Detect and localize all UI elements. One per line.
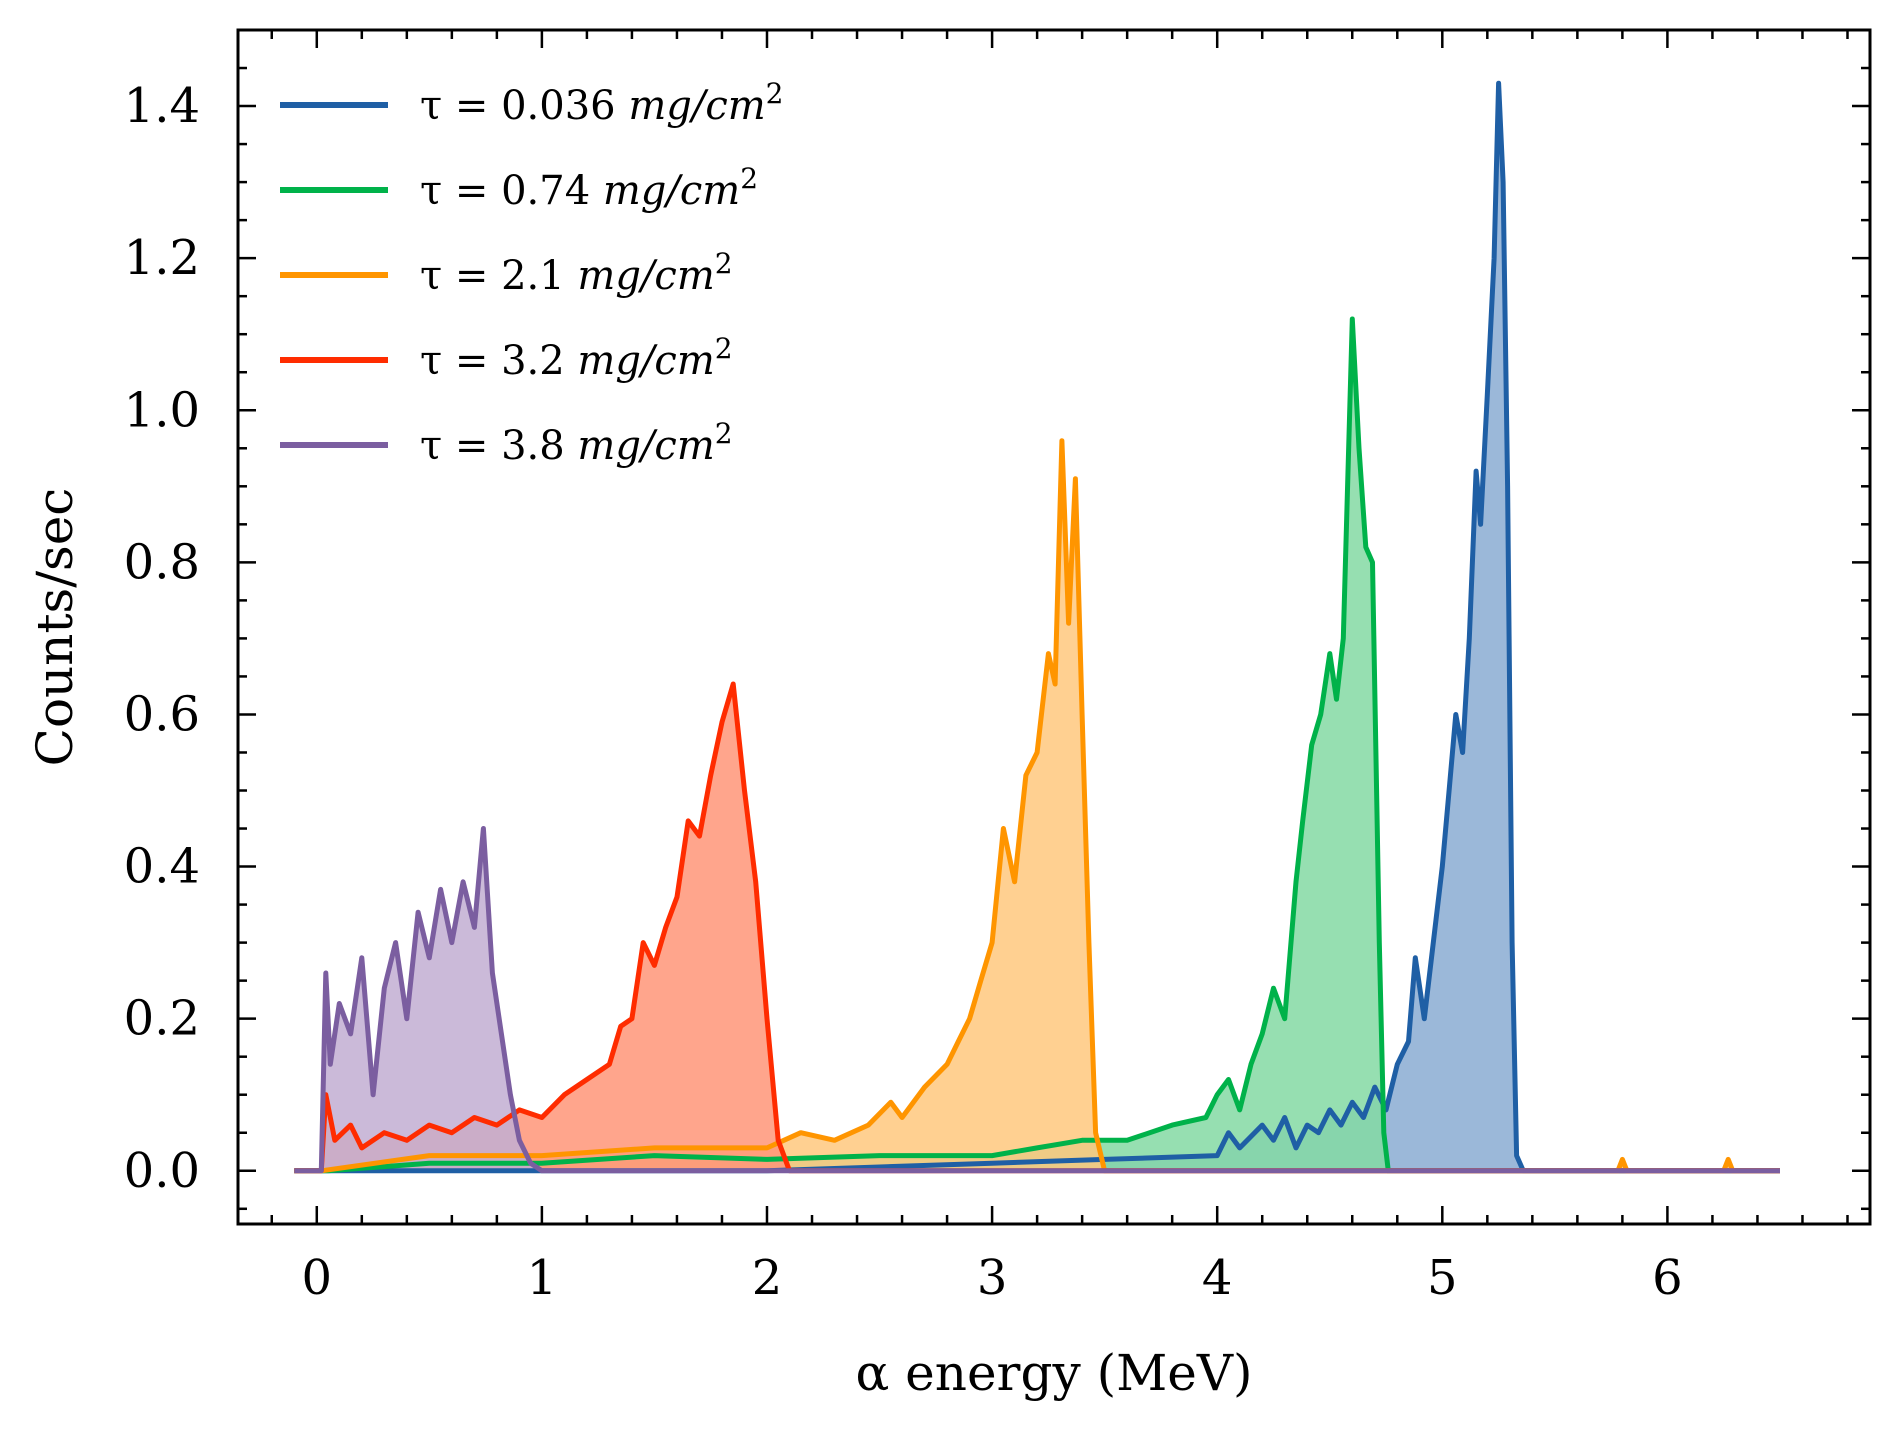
x-tick-label: 3: [977, 1250, 1008, 1306]
y-tick-label: 1.0: [124, 382, 200, 438]
series-areas: [294, 83, 1780, 1171]
series-area-4: [294, 684, 1780, 1171]
series-line-1: [294, 80, 1780, 1174]
legend-label-4: τ = 3.2 mg/cm2: [420, 332, 733, 384]
x-tick-label: 6: [1652, 1250, 1683, 1306]
series-line-5: [294, 826, 1780, 1174]
series-area-5: [294, 828, 1780, 1171]
x-tick-labels: 0 1 2 3 4 5 6: [302, 1250, 1683, 1306]
y-tick-label: 0.8: [124, 534, 200, 590]
y-tick-label: 0.0: [124, 1143, 200, 1199]
series-area-1: [294, 83, 1780, 1171]
x-tick-label: 0: [302, 1250, 333, 1306]
y-axis-title: Counts/sec: [26, 488, 84, 767]
y-tick-label: 0.6: [124, 686, 200, 742]
y-tick-label: 1.2: [124, 230, 200, 286]
y-tick-label: 1.4: [124, 78, 200, 134]
y-tick-label: 0.2: [124, 991, 200, 1047]
x-axis-title: α energy (MeV): [856, 1344, 1253, 1402]
x-tick-label: 2: [752, 1250, 783, 1306]
series-line-4: [294, 681, 1780, 1174]
legend-label-2: τ = 0.74 mg/cm2: [420, 162, 758, 214]
x-tick-label: 5: [1427, 1250, 1458, 1306]
y-tick-labels: 0.0 0.2 0.4 0.6 0.8 1.0 1.2 1.4: [124, 78, 200, 1199]
x-tick-label: 4: [1202, 1250, 1233, 1306]
y-tick-label: 0.4: [124, 839, 200, 895]
series-area-3: [294, 440, 1780, 1171]
legend: τ = 0.036 mg/cm2 τ = 0.74 mg/cm2 τ = 2.1 m…: [280, 77, 783, 469]
legend-label-3: τ = 2.1 mg/cm2: [420, 247, 733, 299]
series-line-2: [294, 316, 1780, 1174]
legend-label-1: τ = 0.036 mg/cm2: [420, 77, 783, 129]
x-tick-label: 1: [527, 1250, 558, 1306]
series-lines: [294, 80, 1780, 1174]
legend-label-5: τ = 3.8 mg/cm2: [420, 417, 733, 469]
plot-frame: [236, 28, 1872, 1226]
